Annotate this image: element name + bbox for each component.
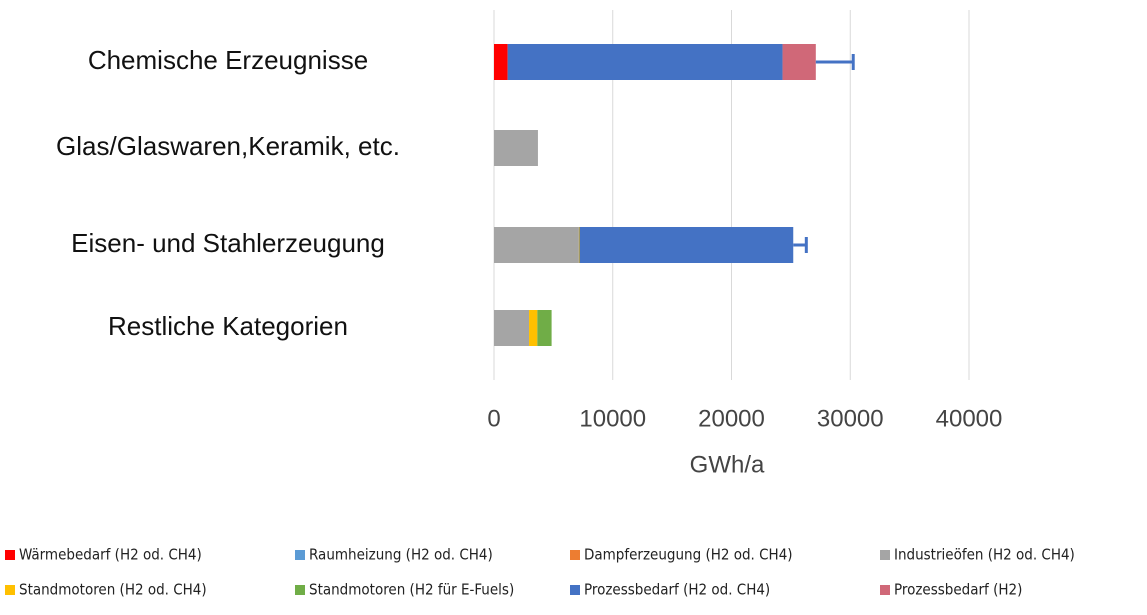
x-tick-label: 10000 <box>579 405 646 432</box>
x-tick-label: 20000 <box>698 405 765 432</box>
category-label: Eisen- und Stahlerzeugung <box>71 228 385 258</box>
legend-swatch <box>295 550 305 560</box>
bar-segment <box>494 310 530 346</box>
bar-segment <box>579 227 794 263</box>
category-label: Chemische Erzeugnisse <box>88 45 368 75</box>
legend-label: Standmotoren (H2 für E-Fuels) <box>309 581 514 599</box>
category-label: Restliche Kategorien <box>108 311 348 341</box>
x-axis-label: GWh/a <box>690 451 765 478</box>
legend-swatch <box>570 585 580 595</box>
bar-segment <box>782 44 816 80</box>
legend-label: Prozessbedarf (H2 od. CH4) <box>584 581 770 599</box>
legend-swatch <box>5 585 15 595</box>
legend-swatch <box>880 550 890 560</box>
bar-segment <box>494 44 508 80</box>
legend-label: Raumheizung (H2 od. CH4) <box>309 546 493 564</box>
legend-swatch <box>295 585 305 595</box>
bar-segment <box>537 310 552 346</box>
bar-segment <box>494 130 538 166</box>
legend-label: Wärmebedarf (H2 od. CH4) <box>19 546 202 564</box>
category-label: Glas/Glaswaren,Keramik, etc. <box>56 131 400 161</box>
x-tick-label: 40000 <box>936 405 1003 432</box>
x-tick-label: 0 <box>487 405 500 432</box>
legend-swatch <box>880 585 890 595</box>
legend-label: Industrieöfen (H2 od. CH4) <box>894 546 1075 564</box>
x-tick-label: 30000 <box>817 405 884 432</box>
legend-label: Prozessbedarf (H2) <box>894 581 1022 599</box>
legend-label: Dampferzeugung (H2 od. CH4) <box>584 546 793 564</box>
bar-segment <box>507 44 783 80</box>
bar-segment <box>529 310 538 346</box>
error-bar <box>793 237 808 253</box>
bar-segment <box>494 227 579 263</box>
legend-swatch <box>570 550 580 560</box>
legend-label: Standmotoren (H2 od. CH4) <box>19 581 207 599</box>
bar-segment <box>578 227 580 263</box>
legend-swatch <box>5 550 15 560</box>
error-bar <box>815 54 855 70</box>
